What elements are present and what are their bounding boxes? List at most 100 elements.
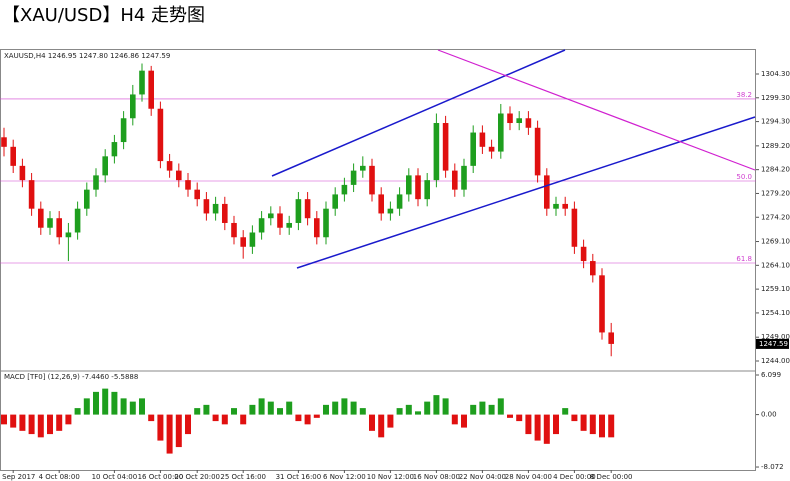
candle-body — [74, 208, 81, 233]
macd-tick-label: 6.099 — [761, 371, 781, 379]
macd-bar — [111, 391, 118, 415]
page-title: 【XAU/USD】H4 走势图 — [2, 5, 205, 26]
macd-bar — [258, 398, 265, 415]
candle-body — [544, 175, 550, 209]
candle-body — [360, 165, 366, 171]
candle-body — [590, 261, 596, 276]
macd-bar — [212, 414, 219, 422]
y-tick-label: 1289.20 — [761, 142, 790, 150]
candle-body — [130, 94, 136, 119]
macd-bar — [341, 398, 348, 415]
candle-body — [406, 175, 412, 195]
macd-bar — [249, 404, 256, 415]
symbol-header: XAUUSD,H4 1246.95 1247.80 1246.86 1247.5… — [4, 52, 170, 60]
macd-bar — [488, 404, 495, 415]
macd-bar — [405, 404, 412, 415]
candle-body — [277, 213, 283, 228]
macd-tick-label: -8.072 — [761, 463, 784, 471]
macd-bar — [102, 388, 109, 415]
macd-bar — [571, 414, 578, 422]
candle-body — [240, 237, 246, 247]
y-tick-label: 1294.30 — [761, 118, 790, 126]
macd-bar — [65, 414, 72, 425]
macd-bar — [589, 414, 596, 435]
y-tick-label: 1299.30 — [761, 94, 790, 102]
candle-body — [470, 132, 476, 166]
macd-bar — [461, 414, 467, 428]
candle-body — [534, 127, 541, 176]
y-tick-label: 1304.30 — [761, 70, 790, 78]
candle-body — [120, 118, 127, 143]
macd-bar — [148, 414, 155, 422]
candle-body — [212, 203, 219, 214]
candle-body — [498, 113, 504, 152]
candle-body — [268, 213, 274, 219]
channel-lower — [296, 116, 756, 269]
x-tick-label: 4 Dec 00:00 — [553, 473, 596, 481]
candle-body — [516, 118, 522, 124]
candle-body — [378, 194, 384, 214]
macd-bar — [74, 408, 81, 415]
x-tick-label: 16 Oct 00:00 — [138, 473, 184, 481]
macd-bar — [313, 414, 320, 418]
macd-bar — [599, 414, 605, 438]
candle-body — [304, 199, 311, 219]
candle-body — [258, 218, 265, 233]
macd-bar — [350, 401, 357, 415]
y-tick-label: 1279.20 — [761, 189, 790, 197]
candle-body — [148, 70, 154, 109]
macd-bar — [28, 414, 35, 435]
macd-bar — [497, 398, 504, 415]
candle-body — [341, 184, 348, 195]
candle-body — [222, 203, 228, 223]
candle-body — [433, 123, 440, 181]
candle-body — [323, 208, 329, 238]
macd-bar — [286, 401, 293, 415]
candle-body — [185, 180, 191, 190]
candle-body — [10, 146, 16, 166]
x-tick-label: 6 Nov 12:00 — [323, 473, 366, 481]
y-tick-label: 1274.20 — [761, 213, 790, 221]
candle-body — [424, 180, 430, 200]
macd-bar — [83, 398, 90, 415]
candle-body — [396, 194, 403, 209]
candle-body — [369, 165, 375, 195]
macd-bar — [37, 414, 44, 438]
candle-body — [19, 165, 26, 181]
macd-bar — [295, 414, 302, 422]
fib-label: 61.8 — [736, 255, 752, 263]
macd-bar — [424, 401, 431, 415]
candle-body — [608, 332, 614, 344]
x-tick-label: 10 Oct 04:00 — [92, 473, 138, 481]
plot-area — [0, 63, 756, 454]
candle-body — [65, 232, 72, 238]
chart-frame — [0, 49, 756, 471]
candle-body — [111, 142, 118, 157]
candle-body — [84, 189, 90, 209]
macd-bar — [470, 404, 477, 415]
macd-bar — [166, 414, 173, 454]
macd-bar — [534, 414, 541, 441]
macd-bar — [139, 398, 145, 415]
macd-bar — [507, 414, 513, 418]
candle-body — [176, 170, 182, 181]
macd-bar — [185, 414, 191, 435]
candle-body — [599, 275, 605, 333]
candle-body — [157, 108, 164, 162]
macd-bar — [221, 414, 228, 425]
macd-bar — [378, 414, 385, 438]
fib-label: 38.2 — [736, 91, 752, 99]
candle-body — [56, 218, 62, 238]
x-tick-label: 10 Nov 12:00 — [367, 473, 414, 481]
macd-bar — [442, 398, 449, 415]
x-tick-label: 16 Nov 08:00 — [413, 473, 460, 481]
candle-body — [562, 203, 568, 209]
x-tick-label: 28 Nov 04:00 — [505, 473, 552, 481]
candle-body — [295, 199, 302, 223]
candle-body — [203, 199, 210, 214]
candle-body — [314, 218, 320, 238]
macd-bar — [194, 408, 201, 415]
candle-body — [332, 194, 338, 209]
x-tick-label: 31 Oct 16:00 — [276, 473, 322, 481]
